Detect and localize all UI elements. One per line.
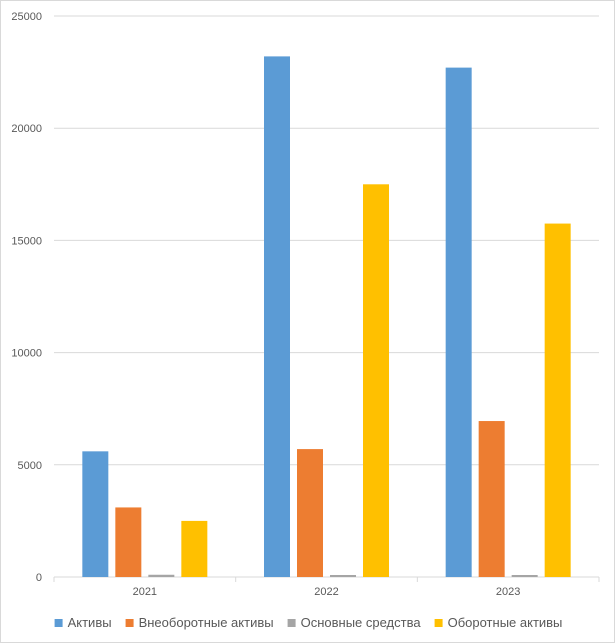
bar-4-2023[interactable] (544, 223, 571, 577)
legend-label: Активы (68, 615, 112, 630)
y-tick-label: 20000 (11, 123, 42, 135)
bar-1-2022[interactable] (264, 56, 290, 578)
bar-4-2022[interactable] (363, 184, 389, 578)
y-tick-label: 10000 (11, 348, 42, 360)
bar-1-2023[interactable] (445, 67, 472, 577)
bar-1-2021[interactable] (82, 451, 109, 577)
bar-2-2022[interactable] (297, 449, 323, 577)
bar-2-2021[interactable] (115, 507, 142, 577)
legend-label: Основные средства (301, 615, 422, 630)
bar-4-2021[interactable] (181, 520, 208, 577)
y-tick-label: 0 (36, 572, 42, 584)
legend-label: Оборотные активы (448, 615, 563, 630)
bar-3-2023[interactable] (511, 575, 538, 577)
y-tick-label: 15000 (11, 235, 42, 247)
x-tick-label-2023: 2023 (496, 586, 520, 598)
legend-swatch-4[interactable] (434, 619, 443, 627)
bar-3-2022[interactable] (330, 575, 356, 577)
legend-swatch-1[interactable] (54, 619, 63, 627)
bar-3-2021[interactable] (148, 574, 175, 577)
legend-swatch-3[interactable] (287, 619, 296, 627)
y-tick-label: 25000 (11, 11, 42, 23)
legend-label: Внеоборотные активы (139, 615, 274, 630)
legend-swatch-2[interactable] (125, 619, 134, 627)
bar-2-2023[interactable] (478, 421, 505, 577)
x-tick-label-2022: 2022 (314, 586, 338, 598)
x-tick-label-2021: 2021 (133, 586, 157, 598)
y-tick-label: 5000 (18, 460, 42, 472)
